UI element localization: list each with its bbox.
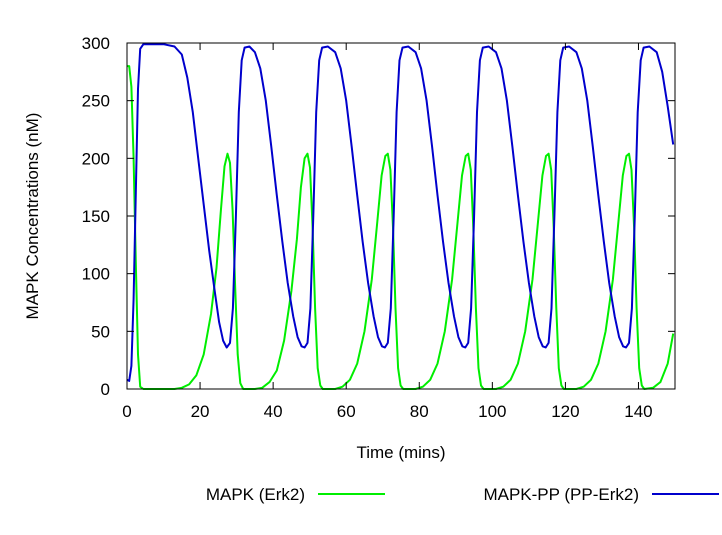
x-tick-label: 120 xyxy=(551,402,579,421)
x-tick-label: 100 xyxy=(478,402,506,421)
y-tick-label: 200 xyxy=(82,149,110,168)
x-tick-label: 0 xyxy=(122,402,131,421)
legend-label-mapk-pp: MAPK-PP (PP-Erk2) xyxy=(483,485,639,504)
legend: MAPK (Erk2) MAPK-PP (PP-Erk2) xyxy=(206,485,719,504)
x-tick-label: 60 xyxy=(337,402,356,421)
y-tick-label: 300 xyxy=(82,34,110,53)
axis-ticks xyxy=(126,42,675,390)
y-tick-label: 50 xyxy=(91,322,110,341)
x-tick-label: 140 xyxy=(624,402,652,421)
y-tick-label: 0 xyxy=(101,380,110,399)
x-axis-label: Time (mins) xyxy=(356,443,445,462)
y-tick-label: 150 xyxy=(82,207,110,226)
plot-frame xyxy=(126,42,676,390)
series-lines xyxy=(126,43,675,390)
y-tick-label: 250 xyxy=(82,92,110,111)
y-tick-label: 100 xyxy=(82,265,110,284)
series-line-mapk-pp xyxy=(126,43,675,382)
x-tick-label: 80 xyxy=(410,402,429,421)
legend-item-mapk-pp: MAPK-PP (PP-Erk2) xyxy=(483,485,719,504)
y-axis-label: MAPK Concentrations (nM) xyxy=(23,113,42,320)
x-tick-labels: 0 20 40 60 80 100 120 140 xyxy=(122,402,652,421)
legend-item-mapk: MAPK (Erk2) xyxy=(206,485,385,504)
series-line-mapk xyxy=(127,65,675,390)
legend-label-mapk: MAPK (Erk2) xyxy=(206,485,305,504)
x-tick-label: 40 xyxy=(264,402,283,421)
y-tick-labels: 0 50 100 150 200 250 300 xyxy=(82,34,110,399)
x-tick-label: 20 xyxy=(191,402,210,421)
